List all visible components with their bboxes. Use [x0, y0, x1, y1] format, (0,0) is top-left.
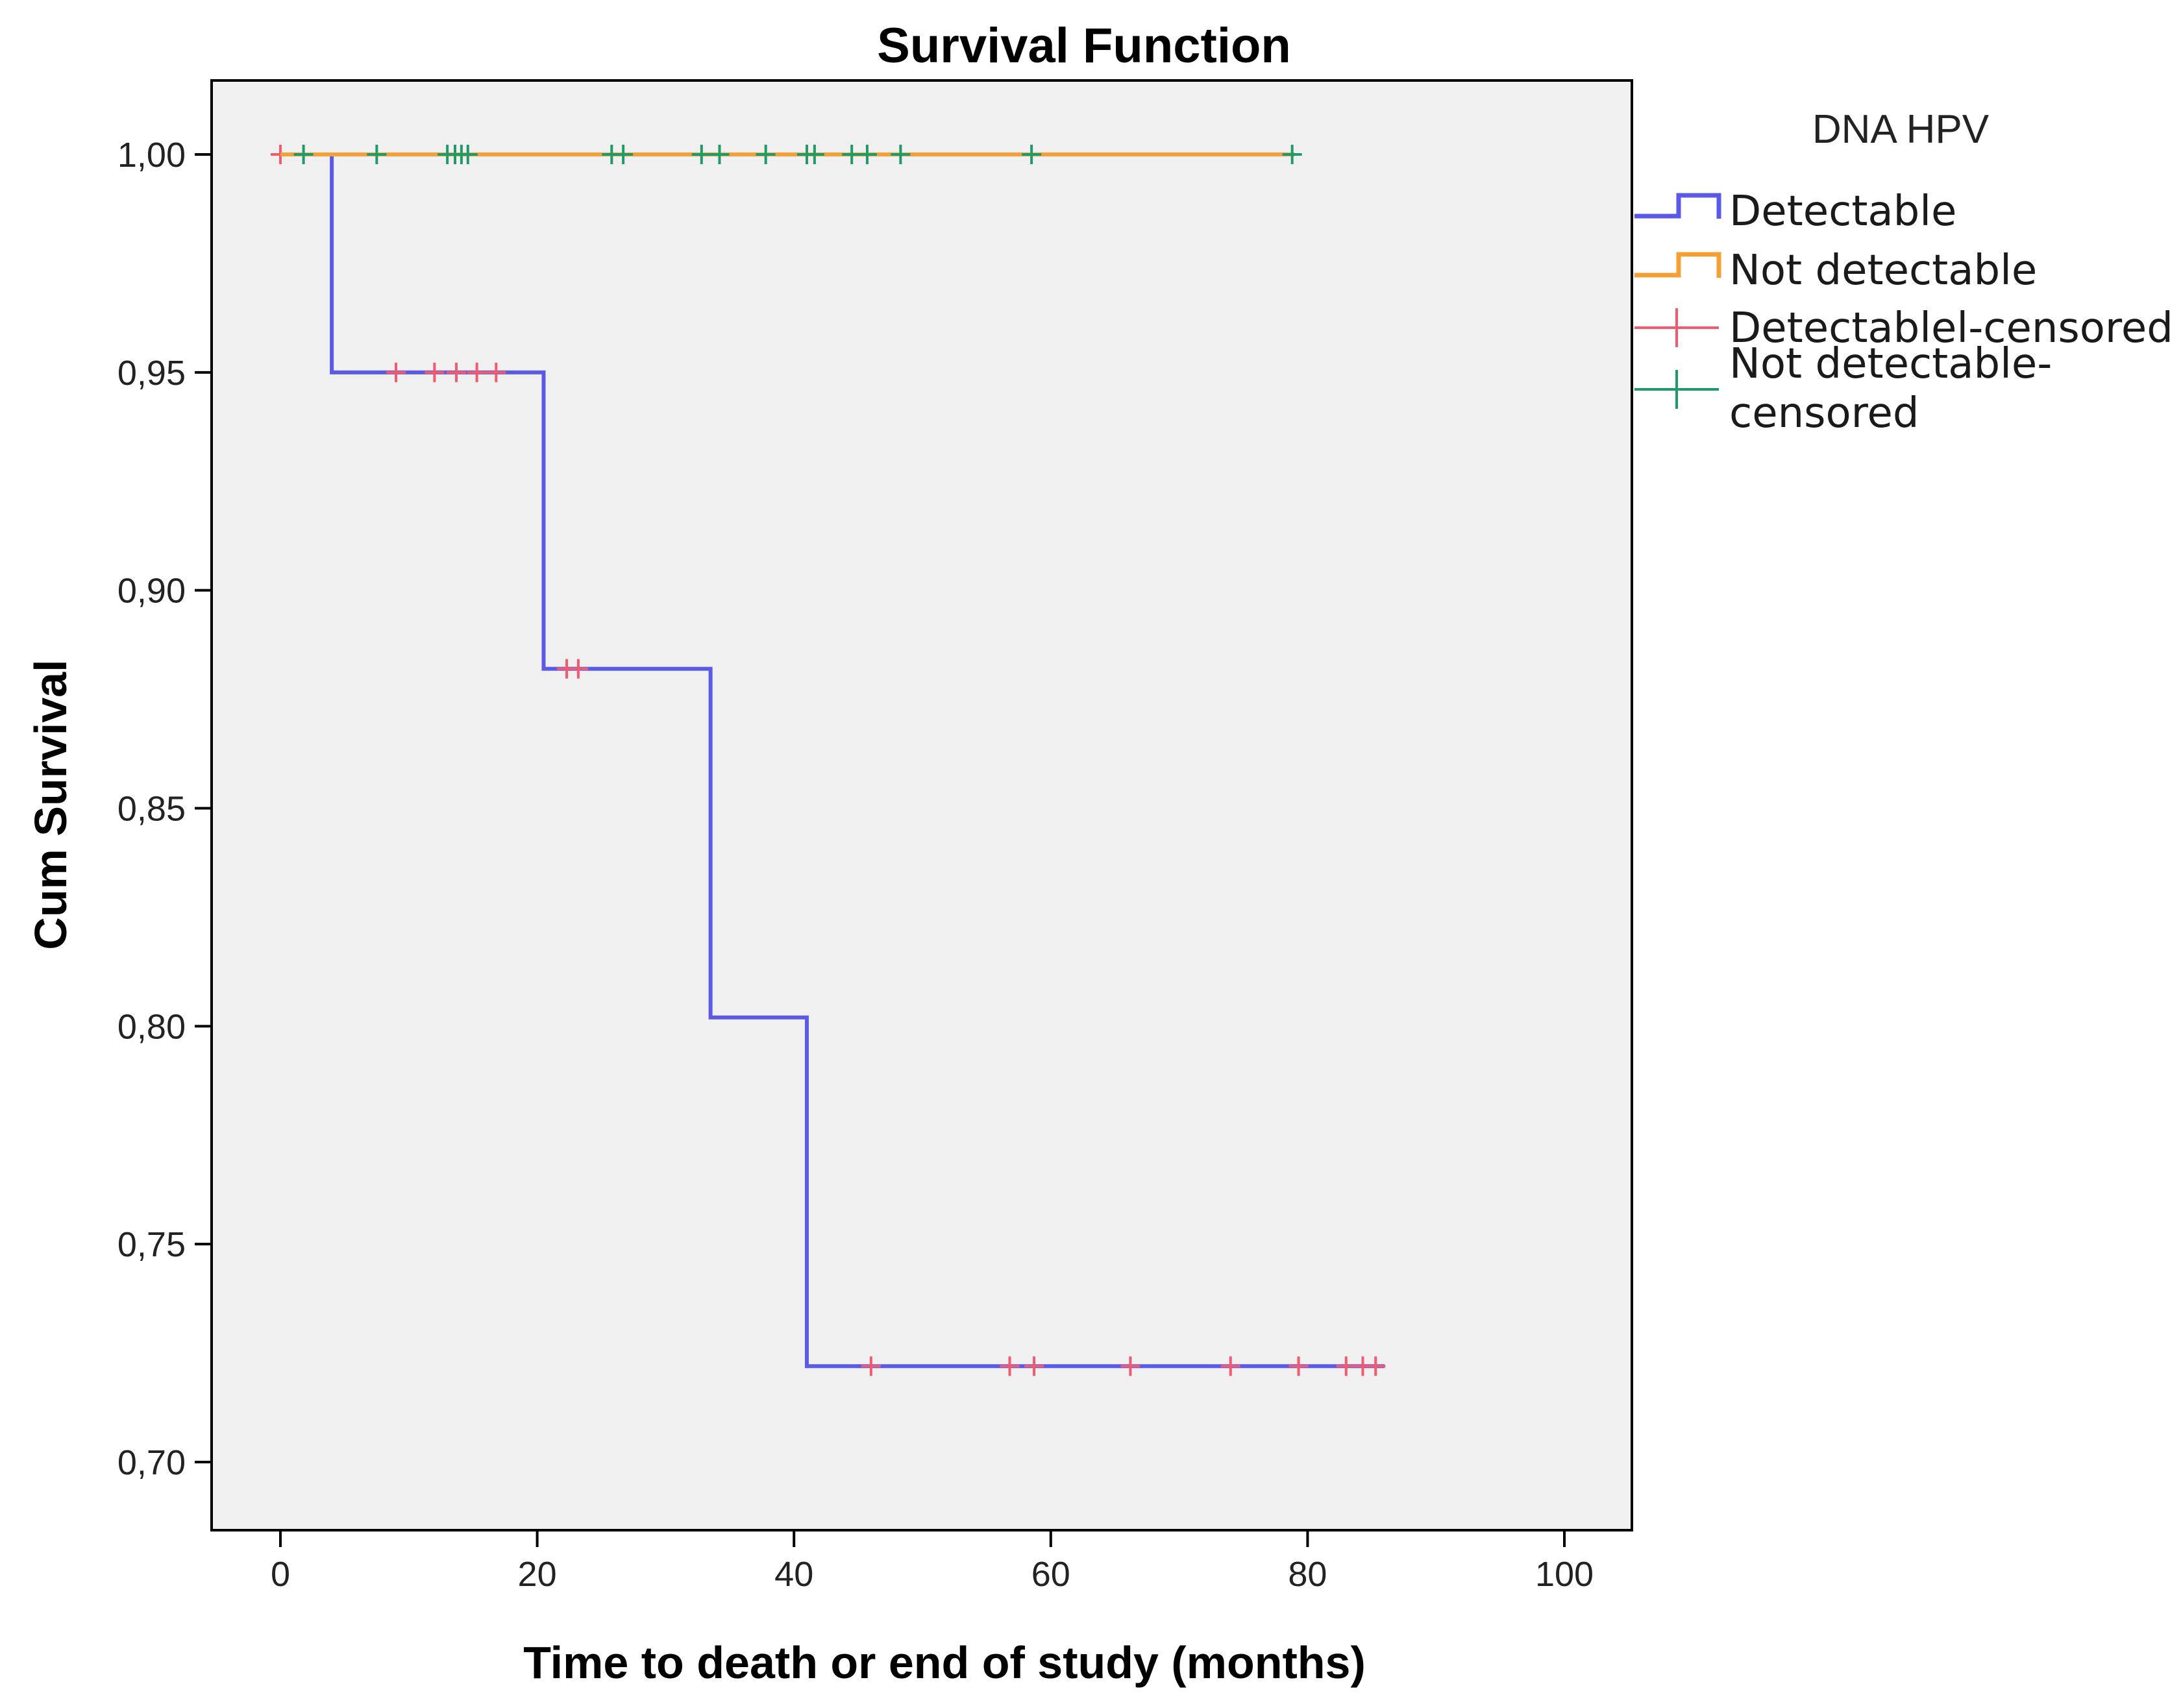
y-tick-label: 1,00 [117, 136, 186, 175]
legend-label: Detectable [1729, 188, 1956, 236]
censor-mark [1288, 1356, 1309, 1376]
censor-mark [486, 362, 506, 382]
legend-line-swatch [1634, 193, 1721, 219]
censor-mark [367, 145, 387, 164]
censor-mark [1000, 1356, 1020, 1376]
censor-mark [1282, 145, 1302, 164]
censor-mark [568, 659, 588, 679]
series-layer [271, 145, 1386, 1376]
censor-mark [891, 145, 911, 164]
legend-label: Detectablel-censored [1729, 304, 2170, 352]
censor-mark [691, 145, 711, 164]
legend-line-swatch [1634, 252, 1721, 278]
x-tick-label: 60 [1031, 1555, 1070, 1594]
y-tick-label: 0,70 [117, 1443, 186, 1482]
censor-mark [1024, 1356, 1044, 1376]
censor-mark [458, 145, 478, 164]
censor-mark [386, 362, 406, 382]
legend: DNA HPV Detectable Not detectable Detectabl… [1634, 107, 2170, 437]
censor-mark [613, 145, 634, 164]
legend-censor-swatch [1634, 308, 1719, 347]
plot-area [210, 79, 1633, 1531]
censor-mark [1366, 1356, 1386, 1376]
legend-label: censored [1729, 389, 1919, 437]
censor-mark [804, 145, 824, 164]
chart-title: Survival Function [877, 18, 1291, 73]
legend-label: Not detectable [1729, 247, 2037, 295]
censor-mark [861, 1356, 881, 1376]
legend-title: DNA HPV [1812, 107, 1990, 152]
censor-mark [756, 145, 776, 164]
censor-mark [293, 145, 314, 164]
x-tick-label: 80 [1288, 1555, 1327, 1594]
axes: 0 20 40 60 80 100 0,70 0,75 0,80 0,85 0,90 0,95 1,00 [117, 136, 1594, 1594]
censor-mark [1120, 1356, 1140, 1376]
y-tick-label: 0,80 [117, 1007, 186, 1046]
legend-censor-swatch [1634, 370, 1719, 409]
censor-mark [1022, 145, 1042, 164]
censor-mark [446, 362, 466, 382]
y-tick-label: 0,75 [117, 1225, 186, 1264]
series-line-0 [280, 152, 1385, 1369]
censor-mark [709, 145, 730, 164]
y-axis-title: Cum Survival [25, 659, 76, 949]
x-tick-label: 20 [518, 1555, 557, 1594]
censor-mark [1220, 1356, 1240, 1376]
legend-label: Not detectable- [1729, 340, 2052, 388]
y-tick-label: 0,90 [117, 572, 186, 611]
censor-mark [425, 362, 445, 382]
y-tick-label: 0,85 [117, 790, 186, 829]
y-tick-label: 0,95 [117, 354, 186, 393]
x-tick-label: 100 [1535, 1555, 1594, 1594]
x-axis-title: Time to death or end of study (months) [523, 1637, 1366, 1688]
censor-mark [857, 145, 877, 164]
censor-mark [1336, 1356, 1356, 1376]
x-tick-label: 40 [774, 1555, 813, 1594]
x-tick-label: 0 [271, 1555, 290, 1594]
censor-mark [467, 362, 487, 382]
